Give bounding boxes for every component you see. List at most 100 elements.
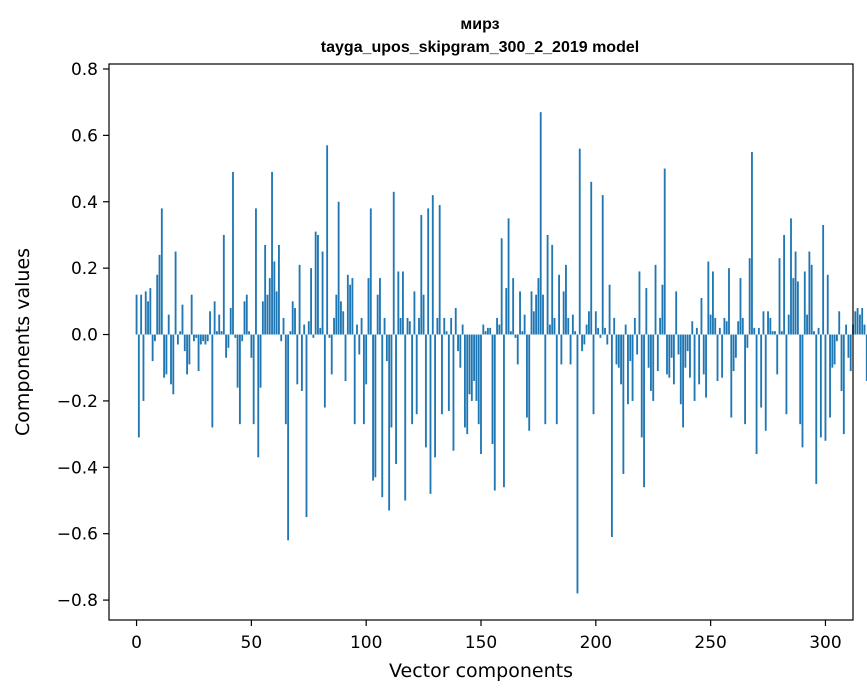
bar bbox=[314, 231, 317, 335]
bar bbox=[142, 334, 145, 401]
bar bbox=[652, 334, 655, 401]
bar bbox=[351, 278, 354, 335]
bar bbox=[445, 331, 448, 335]
bar bbox=[537, 278, 540, 335]
bar bbox=[725, 321, 728, 335]
bar bbox=[815, 334, 818, 484]
bar bbox=[833, 334, 836, 365]
bar bbox=[530, 291, 533, 335]
bar bbox=[670, 334, 673, 358]
bar bbox=[199, 334, 202, 345]
bar bbox=[482, 324, 485, 335]
bar bbox=[721, 334, 724, 378]
bar bbox=[771, 331, 774, 335]
bar bbox=[190, 294, 193, 335]
bar bbox=[544, 334, 547, 425]
bar bbox=[344, 334, 347, 381]
bar bbox=[429, 334, 432, 494]
bar bbox=[668, 334, 671, 378]
bar bbox=[716, 334, 719, 381]
y-tick-label: 0.4 bbox=[71, 193, 98, 213]
bar bbox=[367, 278, 370, 335]
bar bbox=[459, 334, 462, 368]
y-tick-label: −0.8 bbox=[57, 591, 98, 611]
bar bbox=[624, 324, 627, 335]
bar bbox=[151, 334, 154, 362]
bar bbox=[376, 294, 379, 335]
bar bbox=[273, 261, 276, 335]
bar bbox=[179, 331, 182, 335]
bar bbox=[422, 294, 425, 335]
bar bbox=[629, 334, 632, 362]
bar bbox=[415, 334, 418, 415]
bar bbox=[714, 317, 717, 335]
bar bbox=[799, 334, 802, 425]
bar bbox=[491, 334, 494, 445]
bar bbox=[608, 284, 611, 335]
bar bbox=[250, 334, 253, 358]
bar bbox=[259, 334, 262, 388]
bar bbox=[333, 317, 335, 335]
bar bbox=[507, 218, 510, 335]
bar bbox=[638, 271, 641, 335]
bar bbox=[535, 294, 538, 335]
bar bbox=[466, 334, 469, 435]
bar bbox=[399, 317, 402, 335]
x-tick-label: 150 bbox=[465, 633, 497, 653]
bar bbox=[590, 181, 593, 335]
bar bbox=[496, 317, 498, 335]
bar bbox=[737, 321, 740, 335]
bar bbox=[764, 334, 767, 431]
bar bbox=[486, 327, 489, 335]
bar bbox=[571, 314, 574, 335]
bar bbox=[604, 327, 606, 335]
bar bbox=[620, 334, 622, 385]
bar bbox=[838, 311, 841, 335]
bar bbox=[576, 334, 579, 594]
bar bbox=[861, 307, 864, 335]
bar bbox=[578, 148, 581, 335]
x-tick-label: 300 bbox=[809, 633, 841, 653]
bar bbox=[255, 208, 257, 335]
bar bbox=[317, 234, 319, 335]
bar bbox=[397, 271, 400, 335]
bar bbox=[583, 334, 586, 345]
bar bbox=[741, 317, 744, 335]
bar bbox=[379, 278, 381, 335]
bar bbox=[808, 251, 811, 335]
bar bbox=[427, 208, 430, 335]
bar bbox=[528, 334, 531, 431]
bar bbox=[477, 334, 480, 425]
bar bbox=[806, 314, 808, 335]
bar bbox=[431, 195, 434, 335]
bar bbox=[296, 334, 299, 385]
bar bbox=[154, 334, 156, 342]
bar bbox=[195, 334, 198, 338]
bar bbox=[268, 278, 271, 335]
bar bbox=[650, 334, 652, 391]
bar bbox=[147, 301, 149, 335]
bar bbox=[774, 331, 776, 335]
bar bbox=[160, 208, 163, 335]
y-axis-label: Components values bbox=[12, 248, 34, 436]
bar bbox=[794, 251, 797, 335]
bar bbox=[819, 334, 822, 438]
bar bbox=[622, 334, 625, 474]
bar bbox=[753, 327, 756, 335]
bar bbox=[709, 314, 712, 335]
bar bbox=[790, 218, 792, 335]
bar bbox=[757, 327, 760, 335]
bar bbox=[845, 324, 848, 335]
bar bbox=[592, 334, 595, 415]
bar bbox=[601, 195, 604, 335]
bar bbox=[144, 291, 147, 335]
bar bbox=[617, 334, 620, 368]
bar bbox=[803, 271, 806, 335]
bar bbox=[337, 201, 340, 335]
bar bbox=[441, 334, 443, 415]
bar bbox=[509, 331, 512, 335]
bar bbox=[404, 334, 407, 501]
bar bbox=[615, 334, 618, 365]
bar bbox=[613, 317, 616, 335]
bar bbox=[454, 307, 457, 335]
